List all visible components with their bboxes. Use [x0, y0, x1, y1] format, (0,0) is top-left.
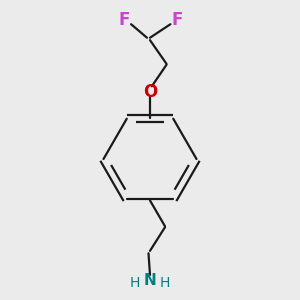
- Text: H: H: [130, 276, 140, 290]
- Text: O: O: [143, 83, 157, 101]
- Text: H: H: [160, 276, 170, 290]
- Text: N: N: [144, 273, 156, 288]
- Text: F: F: [171, 11, 183, 29]
- Text: F: F: [119, 11, 130, 29]
